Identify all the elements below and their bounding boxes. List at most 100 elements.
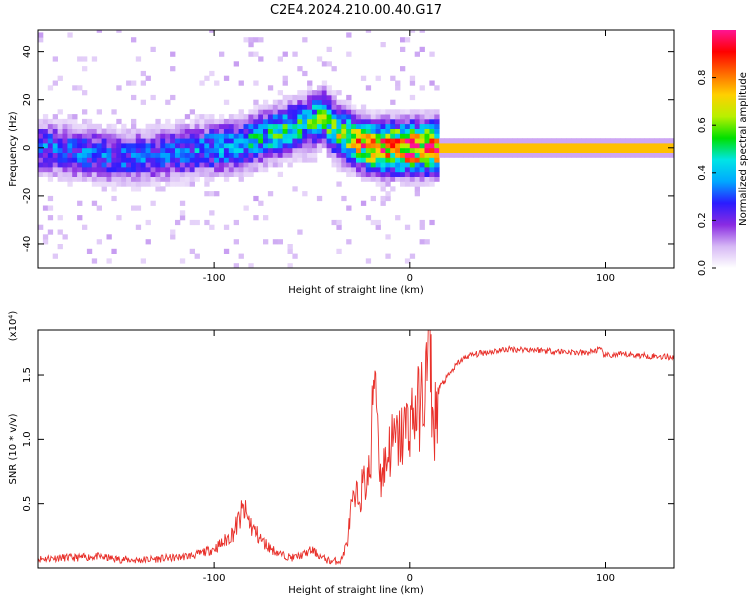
heatmap-cell — [331, 152, 337, 158]
heatmap-cell — [336, 109, 342, 115]
heatmap-cell — [478, 152, 484, 158]
heatmap-cell — [91, 152, 98, 158]
heatmap-cell — [131, 133, 137, 139]
heatmap-cell — [140, 138, 146, 144]
heatmap-cell — [595, 138, 601, 144]
heatmap-cell — [82, 167, 88, 173]
heatmap-cell — [47, 118, 54, 125]
heatmap-cell — [282, 94, 288, 101]
heatmap-cell — [400, 114, 406, 120]
heatmap-cell — [140, 167, 146, 173]
heatmap-cell — [160, 143, 166, 149]
heatmap-cell — [209, 157, 215, 163]
heatmap-cell — [434, 114, 440, 120]
heatmap-cell — [140, 147, 146, 153]
heatmap-cell — [258, 143, 264, 149]
heatmap-cell — [297, 90, 303, 96]
heatmap-cell — [404, 133, 411, 139]
heatmap-cell — [351, 171, 357, 177]
heatmap-cell — [204, 123, 210, 129]
heatmap-cell — [409, 109, 416, 115]
heatmap-cell — [302, 143, 308, 149]
heatmap-cell — [82, 90, 88, 96]
heatmap-cell — [170, 128, 176, 134]
heatmap-cell — [307, 133, 313, 139]
heatmap-cell — [419, 152, 425, 158]
heatmap-cell — [116, 167, 122, 173]
heatmap-cell — [62, 143, 68, 149]
heatmap-cell — [302, 99, 308, 105]
heatmap-cell — [175, 128, 181, 134]
heatmap-cell — [375, 219, 381, 226]
heatmap-cell — [429, 181, 435, 187]
heatmap-cell — [336, 157, 342, 163]
heatmap-cell — [86, 138, 93, 144]
heatmap-cell — [82, 109, 88, 115]
heatmap-cell — [204, 219, 210, 226]
heatmap-cell — [659, 152, 665, 158]
heatmap-cell — [263, 123, 269, 129]
heatmap-cell — [546, 143, 553, 149]
heatmap-cell — [126, 162, 132, 168]
heatmap-cell — [424, 157, 430, 163]
heatmap-cell — [131, 147, 137, 153]
heatmap-cell — [326, 99, 332, 105]
heatmap-cell — [77, 176, 83, 182]
heatmap-cell — [424, 118, 430, 125]
heatmap-cell — [233, 239, 239, 245]
heatmap-cell — [365, 215, 372, 221]
heatmap-cell — [370, 219, 376, 226]
heatmap-cell — [404, 171, 411, 177]
heatmap-cell — [287, 114, 293, 120]
heatmap-cell — [67, 152, 73, 158]
heatmap-cell — [400, 162, 406, 168]
heatmap-cell — [42, 205, 49, 211]
heatmap-cell — [155, 152, 161, 158]
heatmap-cell — [47, 147, 54, 153]
heatmap-cell — [111, 186, 117, 192]
heatmap-cell — [62, 138, 68, 144]
heatmap-cell — [140, 133, 146, 139]
heatmap-cell — [243, 37, 249, 43]
heatmap-cell — [630, 138, 636, 144]
heatmap-cell — [150, 176, 156, 182]
heatmap-cell — [47, 133, 54, 139]
heatmap-cell — [52, 152, 58, 158]
heatmap-cell — [434, 147, 440, 153]
heatmap-cell — [390, 138, 396, 144]
heatmap-cell — [385, 152, 391, 158]
heatmap-cell — [131, 152, 137, 158]
heatmap-cell — [409, 152, 416, 158]
heatmap-cell — [135, 167, 142, 173]
heatmap-cell — [111, 171, 117, 177]
heatmap-cell — [238, 133, 244, 139]
heatmap-cell — [375, 114, 381, 120]
heatmap-cell — [434, 157, 440, 163]
heatmap-cell — [199, 133, 205, 139]
heatmap-cell — [634, 147, 641, 153]
heatmap-cell — [316, 133, 323, 139]
heatmap-cell — [302, 70, 308, 77]
heatmap-cell — [86, 167, 93, 173]
heatmap-cell — [170, 133, 176, 139]
heatmap-cell — [600, 147, 606, 153]
heatmap-cell — [82, 123, 88, 129]
heatmap-cell — [292, 143, 298, 149]
heatmap-cell — [365, 157, 372, 163]
heatmap-cell — [106, 162, 112, 168]
heatmap-cell — [96, 123, 102, 129]
heatmap-cell — [116, 152, 122, 158]
heatmap-cell — [258, 162, 264, 168]
heatmap-cell — [400, 167, 406, 173]
colorbar-tick-label: 0.0 — [697, 260, 708, 276]
heatmap-cell — [228, 143, 235, 149]
heatmap-cell — [292, 114, 298, 120]
heatmap-cell — [517, 147, 523, 153]
heatmap-cell — [395, 176, 401, 182]
heatmap-cell — [395, 80, 401, 86]
heatmap-cell — [82, 171, 88, 177]
heatmap-cell — [404, 128, 411, 134]
heatmap-cell — [52, 157, 58, 163]
heatmap-cell — [360, 162, 367, 168]
heatmap-cell — [272, 104, 279, 110]
